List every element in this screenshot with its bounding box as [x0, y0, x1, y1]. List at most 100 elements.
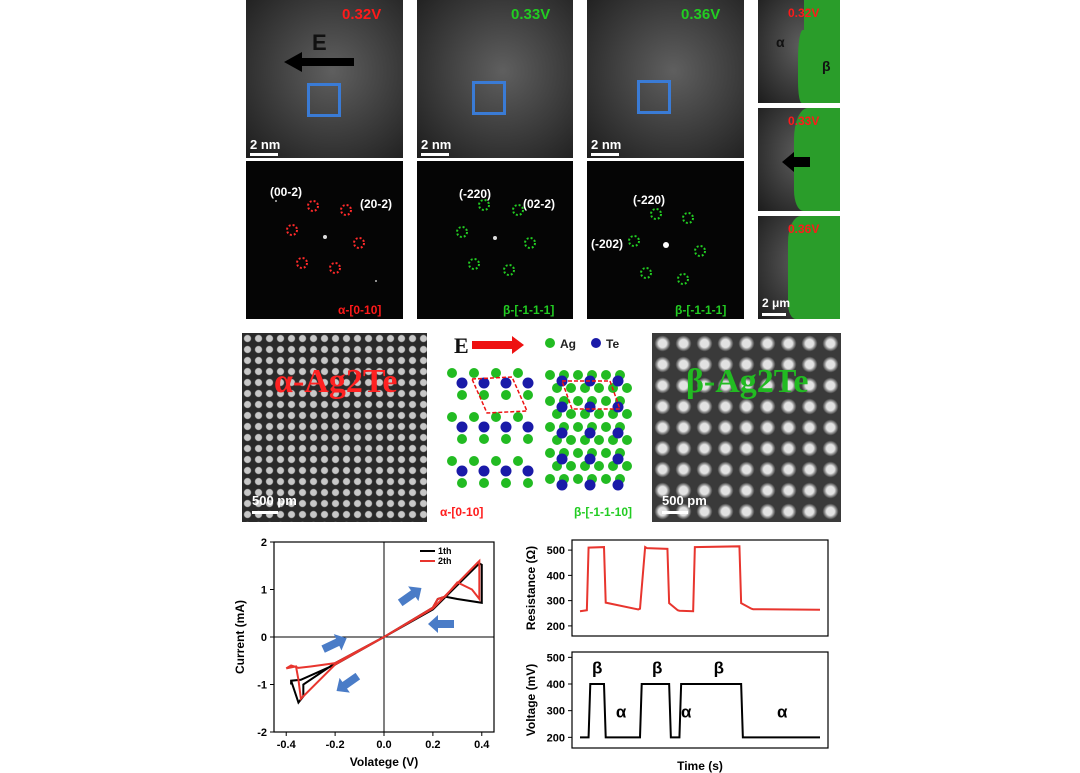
x-tick-label: -0.2	[326, 739, 345, 751]
ag-atom	[501, 434, 511, 444]
y-tick-label: 200	[547, 621, 565, 633]
te-atom	[500, 421, 512, 433]
y-tick-label: 1	[261, 585, 267, 597]
te-atom	[556, 401, 568, 413]
plane-label: (-220)	[459, 187, 492, 201]
phase-label: β	[652, 658, 662, 677]
ag-atom	[469, 368, 479, 378]
ag-atom	[469, 456, 479, 466]
plane-label: (00-2)	[270, 185, 303, 199]
ag-atom	[447, 368, 457, 378]
ag-atom	[469, 412, 479, 422]
plane-label: (-220)	[633, 193, 666, 207]
te-legend-label: Te	[606, 337, 620, 351]
ag-atom	[523, 434, 533, 444]
diffraction-spots	[628, 208, 706, 285]
ag-atom	[513, 368, 523, 378]
zone-axis-label: β-[-1-1-1]	[503, 303, 555, 317]
tem-image-2: 0.33V 2 nm	[417, 0, 573, 158]
phase-label: α	[777, 702, 788, 721]
te-atom	[584, 401, 596, 413]
scale-bar	[762, 313, 786, 316]
te-atom	[456, 421, 468, 433]
ag-atom	[601, 422, 611, 432]
voltage-label: 0.36V	[788, 222, 820, 236]
ag-atom	[594, 461, 604, 471]
plane-label: (02-2)	[523, 197, 556, 211]
field-arrow-icon	[782, 152, 810, 172]
ag-atom	[594, 409, 604, 419]
te-legend-icon	[591, 338, 601, 348]
ag-atom	[479, 434, 489, 444]
te-atom	[612, 401, 624, 413]
te-atom	[584, 427, 596, 439]
field-label: E	[312, 30, 327, 55]
ag-atom	[594, 383, 604, 393]
y-tick-label: 400	[547, 679, 565, 691]
legend-label: 2th	[438, 556, 452, 566]
ag-atom	[545, 422, 555, 432]
voltage-label: 0.36V	[681, 6, 721, 23]
te-atom	[556, 479, 568, 491]
voltage-label: 0.32V	[788, 6, 820, 20]
te-atom	[478, 465, 490, 477]
y-tick-label: 0	[261, 632, 267, 644]
y-tick-label: 500	[547, 652, 565, 664]
ag-atom	[622, 409, 632, 419]
te-atom	[478, 377, 490, 389]
plane-label: (-202)	[591, 237, 624, 251]
side-image-1: 0.32V α β	[758, 0, 840, 103]
ag-atom	[622, 461, 632, 471]
x-tick-label: 0.0	[376, 739, 391, 751]
te-atom	[522, 377, 534, 389]
plane-label: (20-2)	[360, 197, 393, 211]
x-axis-label: Time (s)	[677, 759, 723, 773]
ag-atom	[566, 409, 576, 419]
beta-region	[804, 0, 840, 103]
ag-legend-label: Ag	[560, 337, 576, 351]
ag-atom	[523, 390, 533, 400]
sweep-direction-arrow-icon	[321, 634, 347, 653]
fft-pattern-1: (00-2) (20-2) α-[0-10]	[246, 161, 403, 319]
ag-atom	[491, 456, 501, 466]
ag-atom	[523, 478, 533, 488]
tem-image-3: 0.36V 2 nm	[587, 0, 744, 158]
te-atom	[522, 465, 534, 477]
x-tick-label: -0.4	[277, 739, 297, 751]
diffraction-spots	[275, 200, 377, 282]
alpha-label: α	[776, 34, 785, 50]
scale-bar	[250, 153, 278, 156]
scale-bar	[662, 511, 688, 514]
voltage-label: 0.33V	[511, 6, 551, 23]
phase-label: α-Ag2Te	[274, 363, 398, 400]
voltage-chart: 500 400 300 200 Voltage (mV) Time (s) β α β α β α	[524, 651, 829, 773]
scale-bar	[591, 153, 619, 156]
ag-atom	[513, 412, 523, 422]
ag-atom	[566, 461, 576, 471]
te-atom	[500, 465, 512, 477]
sweep-direction-arrow-icon	[428, 615, 454, 633]
y-tick-label: 500	[547, 545, 565, 557]
sweep-direction-arrow-icon	[397, 586, 422, 607]
te-atom	[612, 453, 624, 465]
tem-image-1: 0.32V E 2 nm	[246, 0, 403, 158]
region-box	[307, 83, 341, 117]
ag-atom	[545, 370, 555, 380]
te-atom	[584, 453, 596, 465]
x-axis-label: Volatege (V)	[350, 755, 418, 769]
ag-atom	[491, 412, 501, 422]
ag-atom	[573, 448, 583, 458]
y-axis-label: Voltage (mV)	[524, 664, 538, 736]
ag-atom	[501, 390, 511, 400]
phase-label: β	[592, 658, 602, 677]
te-atom	[478, 421, 490, 433]
scale-label: 2 nm	[250, 137, 281, 152]
field-label: E	[454, 333, 469, 358]
te-atom	[584, 479, 596, 491]
ag-legend-icon	[545, 338, 555, 348]
ag-atom	[601, 448, 611, 458]
scale-label: 2 μm	[762, 296, 791, 310]
y-tick-label: 400	[547, 570, 565, 582]
ag-atom	[447, 412, 457, 422]
series-line-2th	[285, 558, 481, 701]
